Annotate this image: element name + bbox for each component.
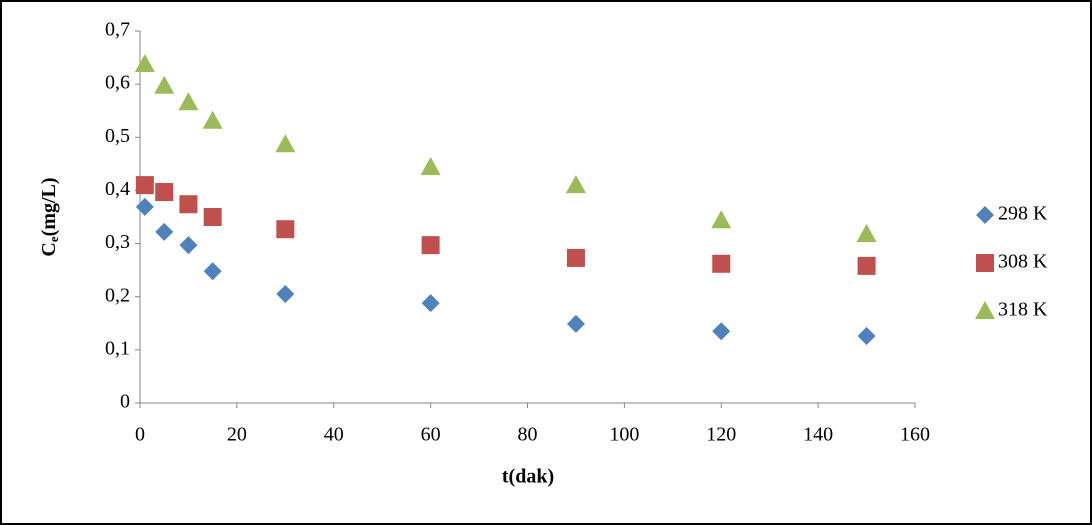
y-tick-label: 0,3 (105, 231, 130, 253)
triangle-marker (154, 75, 175, 94)
legend-label: 318 K (998, 299, 1048, 321)
triangle-marker (975, 301, 995, 319)
diamond-marker (276, 285, 295, 304)
x-tick-label: 40 (324, 424, 344, 446)
square-marker (421, 236, 440, 255)
legend-label: 298 K (998, 203, 1048, 225)
x-tick-label: 20 (227, 424, 247, 446)
triangle-marker (275, 134, 296, 153)
diamond-marker (421, 294, 440, 313)
square-marker (203, 208, 222, 226)
triangle-marker (134, 53, 155, 72)
y-tick-label: 0,5 (105, 125, 130, 147)
square-marker (566, 248, 585, 267)
square-marker (712, 254, 731, 273)
triangle-marker (178, 92, 199, 111)
diamond-marker (203, 262, 222, 281)
diamond-marker (135, 197, 154, 216)
y-label-sub: e (46, 236, 61, 242)
triangle-marker (711, 210, 732, 229)
x-tick-label: 100 (609, 424, 639, 446)
x-tick-label: 80 (518, 424, 538, 446)
x-tick-label: 140 (803, 424, 833, 446)
diamond-marker (155, 222, 174, 241)
y-label-rest: (mg/L) (38, 177, 60, 236)
y-tick-label: 0,7 (105, 19, 130, 41)
square-marker (135, 176, 154, 195)
diamond-marker (857, 327, 876, 346)
y-tick-label: 0,2 (105, 284, 130, 306)
diamond-marker (712, 322, 731, 341)
y-tick-label: 0,4 (105, 178, 130, 200)
y-tick-label: 0,1 (105, 337, 130, 359)
diamond-marker (976, 206, 994, 224)
x-tick-label: 120 (706, 424, 736, 446)
triangle-marker (565, 175, 586, 194)
triangle-marker (420, 157, 441, 176)
y-tick-label: 0,6 (105, 72, 130, 94)
x-axis-label: t(dak) (502, 466, 554, 488)
y-tick-label: 0 (120, 391, 130, 413)
triangle-marker (856, 224, 877, 243)
diamond-marker (179, 236, 198, 255)
y-label-main: C (38, 242, 60, 256)
triangle-marker (202, 110, 223, 129)
x-tick-label: 60 (421, 424, 441, 446)
x-tick-label: 160 (900, 424, 930, 446)
square-marker (179, 195, 198, 214)
square-marker (857, 256, 876, 275)
diamond-marker (566, 314, 585, 333)
square-marker (155, 183, 174, 202)
square-marker (276, 220, 295, 239)
legend-label: 308 K (998, 251, 1048, 273)
y-axis-label: Ce(mg/L) (38, 177, 61, 256)
square-marker (976, 254, 994, 272)
x-tick-label: 0 (135, 424, 145, 446)
